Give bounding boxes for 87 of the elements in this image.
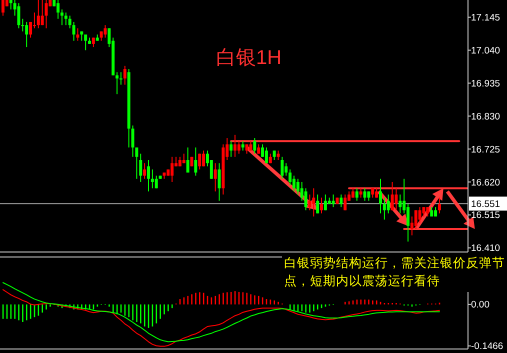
annotation: 白银弱势结构运行，需关注银价反弹节点，短期内以震荡运行看待 — [284, 256, 505, 288]
candlestick — [25, 21, 28, 48]
candlestick — [264, 146, 268, 164]
candlestick — [64, 12, 68, 26]
candlestick — [194, 146, 198, 176]
candlestick — [9, 0, 12, 10]
candlestick — [418, 206, 422, 224]
candlestick — [304, 188, 308, 211]
candlestick — [284, 162, 288, 176]
y-tick-label: 16.620 — [471, 177, 500, 188]
candlestick — [296, 178, 300, 196]
candlestick — [414, 210, 418, 230]
candlestick — [44, 0, 48, 29]
candlestick — [398, 194, 402, 214]
candlestick — [288, 168, 292, 186]
candlestick — [123, 65, 126, 86]
candlestick — [344, 194, 347, 211]
y-tick-label: 16.515 — [471, 210, 500, 222]
candlestick — [276, 150, 280, 161]
candlestick — [253, 138, 256, 154]
text: 白银1H — [216, 47, 282, 69]
y-tick-label: 16.935 — [471, 78, 500, 90]
candlestick — [241, 140, 244, 152]
candlestick — [198, 153, 202, 170]
candlestick — [280, 156, 284, 180]
candlestick — [324, 194, 327, 211]
candlestick — [178, 156, 182, 167]
candlestick — [390, 181, 394, 211]
y-tick-label: 17.040 — [471, 46, 500, 57]
candlestick — [308, 194, 312, 211]
candlestick — [116, 72, 119, 95]
ref-line-label: 16.551 — [471, 198, 500, 210]
candlestick — [234, 134, 236, 158]
candlestick — [359, 188, 362, 198]
candlestick — [426, 206, 430, 217]
candlestick — [272, 150, 276, 161]
candlestick — [21, 18, 24, 32]
candlestick — [17, 2, 20, 29]
candlestick — [170, 156, 174, 182]
candlestick — [406, 203, 410, 242]
candlestick — [154, 175, 158, 189]
y-tick-label: 16.830 — [471, 111, 500, 122]
candlestick — [214, 162, 217, 192]
candlestick — [292, 175, 296, 192]
candlestick — [320, 197, 324, 214]
candlestick — [76, 28, 80, 42]
candlestick — [104, 24, 107, 38]
candlestick — [202, 150, 206, 167]
candlestick — [146, 160, 150, 192]
candlestick — [363, 188, 366, 202]
candlestick — [119, 72, 122, 86]
y-tick-label: 16.725 — [471, 144, 500, 156]
candlestick — [150, 168, 154, 189]
candlestick — [139, 153, 142, 182]
candlestick — [332, 194, 335, 208]
candlestick — [56, 0, 60, 20]
candlestick — [434, 206, 438, 217]
candlestick — [40, 0, 44, 26]
candlestick — [382, 197, 386, 220]
candlestick — [230, 140, 233, 158]
candlestick — [430, 206, 434, 217]
y-tick-label: 16.410 — [471, 243, 500, 254]
candlestick — [29, 21, 32, 38]
y-tick-label: 0.00 — [471, 300, 490, 311]
candlestick — [394, 188, 398, 211]
candlestick — [355, 188, 358, 202]
candlestick — [36, 0, 40, 29]
candlestick — [378, 178, 382, 214]
candlestick — [84, 34, 88, 51]
candlestick — [143, 162, 146, 180]
candlestick — [92, 37, 95, 48]
y-tick-label: -0.1466 — [471, 341, 504, 352]
candlestick — [60, 8, 64, 26]
candlestick — [131, 125, 134, 158]
candlestick — [218, 162, 221, 202]
y-tick-label: 17.145 — [471, 12, 500, 24]
candlestick — [186, 146, 190, 174]
candlestick — [312, 188, 316, 217]
candlestick — [72, 21, 76, 42]
line-series — [2, 289, 440, 347]
candlestick — [438, 197, 441, 214]
candlestick — [2, 0, 4, 16]
candlestick — [386, 194, 390, 214]
candlestick — [316, 194, 320, 214]
candlestick — [68, 15, 72, 29]
candlestick — [340, 194, 343, 208]
candlestick — [237, 140, 240, 154]
